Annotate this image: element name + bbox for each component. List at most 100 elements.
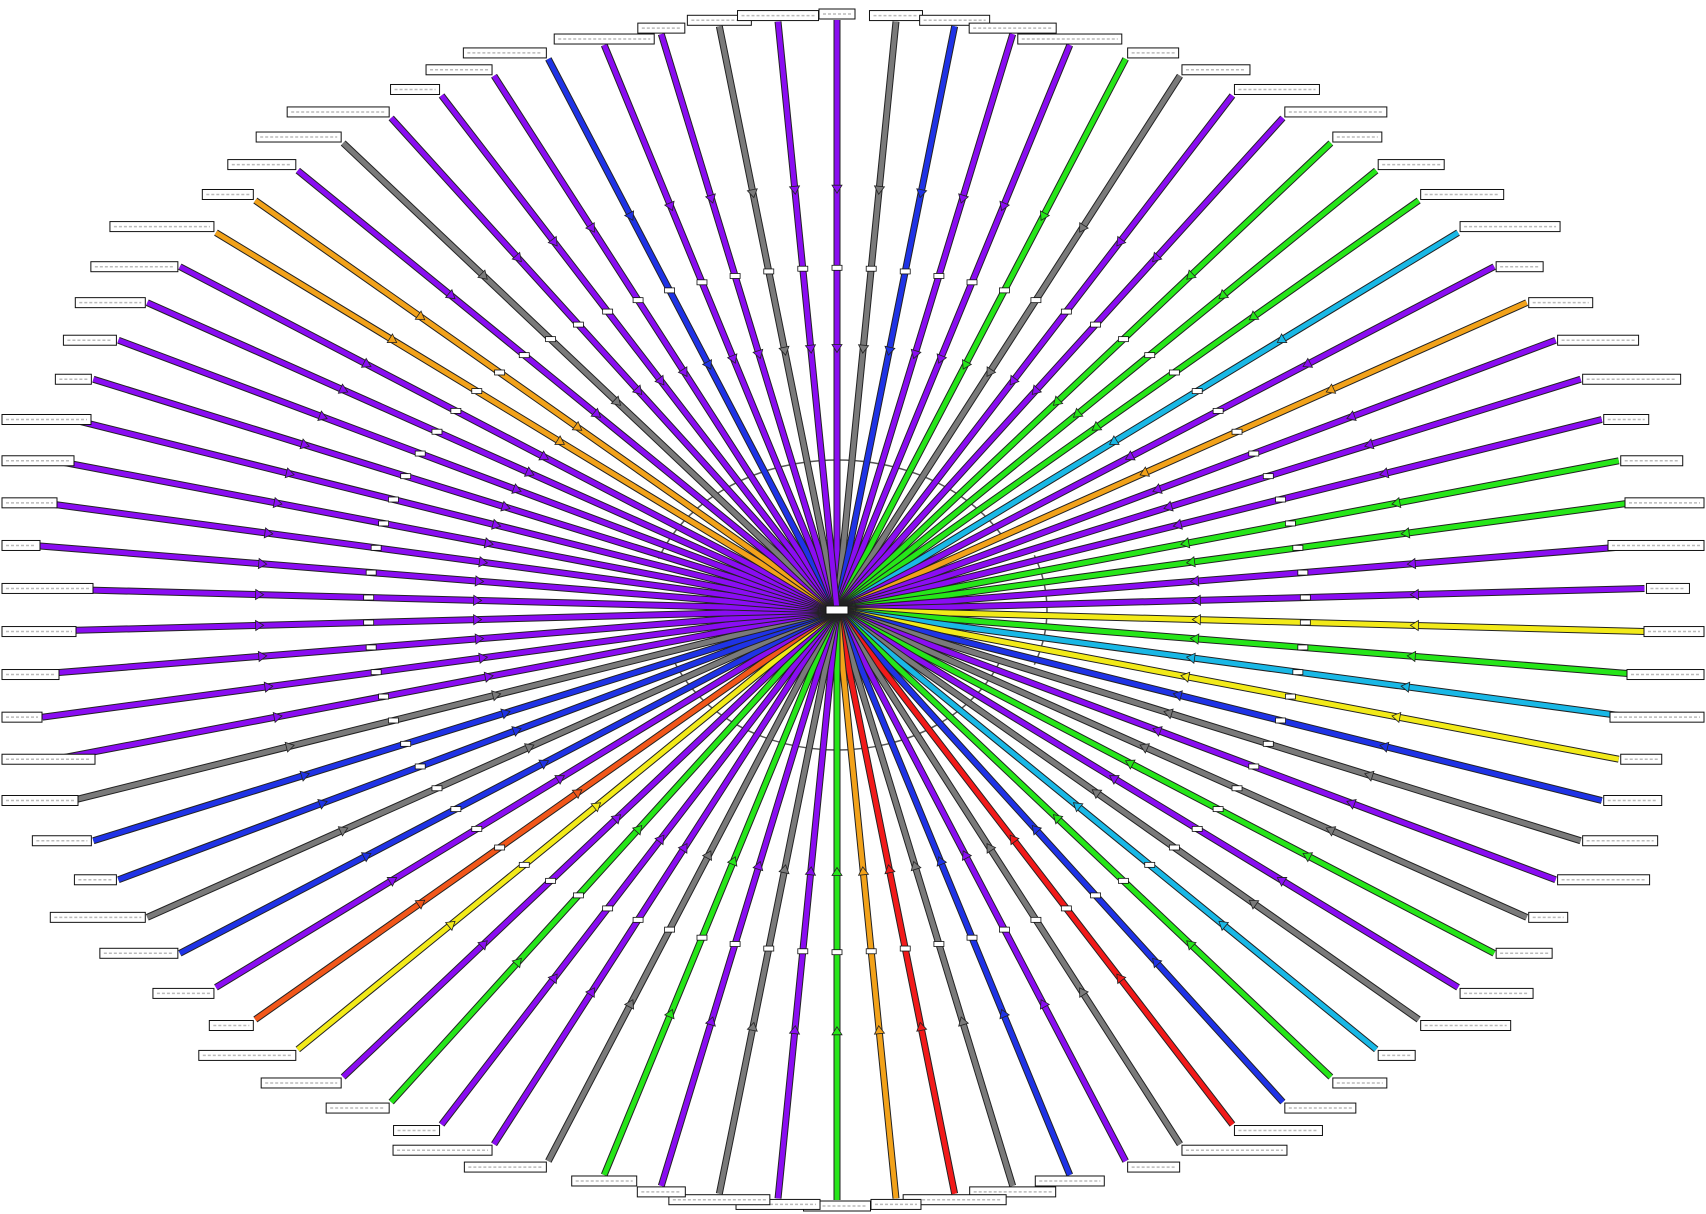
edge-weight-marker <box>400 473 412 480</box>
edge-weight-marker <box>494 844 506 851</box>
node-label-box <box>463 1161 547 1173</box>
edge-arrowhead <box>1400 681 1411 693</box>
edge-arrowhead <box>474 575 485 587</box>
edge-arrowhead <box>317 410 328 421</box>
edge-cyan <box>836 606 1633 721</box>
edge-arrowhead <box>263 681 274 693</box>
edge-weight-marker <box>363 594 375 601</box>
edge-arrowhead <box>1031 824 1043 836</box>
edge-arrowhead <box>1139 466 1151 477</box>
node-label-box <box>1620 753 1663 765</box>
edge-grey <box>340 140 840 613</box>
edge-arrowhead <box>831 1026 843 1036</box>
edge-weight-marker <box>966 279 978 286</box>
edge-arrowhead <box>1116 235 1127 247</box>
edge-arrowhead <box>1186 940 1197 951</box>
edge-grey <box>71 606 838 804</box>
edge-arrowhead <box>1009 374 1020 386</box>
edge-arrowhead <box>752 348 764 360</box>
node-label-box <box>1603 794 1663 806</box>
edge-red-orange <box>253 607 840 1023</box>
edge-arrowhead <box>473 594 483 607</box>
edge-green <box>835 606 1496 957</box>
edge-weight-marker <box>378 693 389 700</box>
edge-purple <box>836 584 1645 614</box>
edge-weight-marker <box>518 861 530 868</box>
node-label-box <box>1181 64 1251 76</box>
node-label-box <box>255 131 342 143</box>
edge-arrowhead <box>1379 467 1390 479</box>
edge-weight-marker <box>1262 473 1274 480</box>
edge-purple <box>834 115 1286 613</box>
edge-weight-marker <box>370 544 382 551</box>
edge-green <box>388 607 840 1105</box>
edge-purple <box>831 20 843 610</box>
inner-arc <box>1033 554 1048 666</box>
edge-grey <box>834 607 1421 1023</box>
edge-arrowhead <box>547 973 558 985</box>
edge-arrowhead <box>483 537 494 549</box>
edge-arrowhead <box>1163 708 1174 720</box>
edge-purple <box>657 608 841 1187</box>
edge-yellow <box>836 606 1620 763</box>
edge-arrowhead <box>1116 973 1127 985</box>
edge-arrowhead <box>654 374 665 386</box>
edge-purple <box>388 115 840 613</box>
node-label-box <box>1332 1077 1388 1089</box>
node-label-box <box>1 414 92 426</box>
node-labels-layer <box>1 8 1705 1212</box>
edge-arrowhead <box>255 588 265 601</box>
node-label-box <box>62 334 117 346</box>
edge-arrowhead <box>1186 269 1197 280</box>
edge-arrowhead <box>1172 690 1183 702</box>
edge-arrowhead <box>610 395 622 406</box>
edge-arrowhead <box>663 1008 675 1020</box>
edge-arrowhead <box>272 711 283 724</box>
edge-weight-marker <box>1060 905 1072 912</box>
edge-purple <box>214 607 839 991</box>
node-label-box <box>968 22 1057 34</box>
edge-weight-marker <box>414 763 426 770</box>
node-label-box <box>1284 106 1388 118</box>
node-label-box <box>260 1077 342 1089</box>
node-label-box <box>1624 497 1705 509</box>
edge-arrowhead <box>916 188 928 199</box>
node-label-box <box>390 83 441 95</box>
edge-arrowhead <box>958 1016 970 1027</box>
edge-arrowhead <box>590 407 602 418</box>
edge-weight-marker <box>471 825 483 832</box>
edge-arrowhead <box>257 557 268 570</box>
edge-arrowhead <box>778 864 790 875</box>
edge-blue <box>833 25 959 611</box>
edge-blue <box>545 57 841 612</box>
edge-weight-marker <box>1248 763 1260 770</box>
edge-grey <box>834 608 1183 1147</box>
edges-layer <box>29 20 1645 1200</box>
edge-arrowhead <box>746 188 758 199</box>
edge-arrowhead <box>916 1021 928 1032</box>
edge-red <box>833 609 959 1195</box>
edge-green <box>836 499 1633 614</box>
edge-arrowhead <box>478 652 489 664</box>
edge-arrowhead <box>1276 333 1288 343</box>
edge-green <box>834 197 1421 613</box>
edge-purple <box>600 43 841 612</box>
edge-cyan <box>835 229 1460 613</box>
edge-weight-marker <box>388 496 399 503</box>
edge-weight-marker <box>831 949 843 956</box>
edge-arrowhead <box>1072 802 1084 813</box>
node-label-box <box>1626 669 1705 681</box>
edge-arrowhead <box>1031 384 1043 396</box>
edge-weight-marker <box>899 268 911 275</box>
edge-arrowhead <box>663 200 675 212</box>
edge-purple <box>835 263 1496 614</box>
edge-weight-marker <box>899 945 911 952</box>
node-label-box <box>1 753 96 765</box>
edge-weight-marker <box>797 265 809 272</box>
edge-arrowhead <box>1180 537 1191 549</box>
edge-orange <box>833 609 900 1199</box>
edge-weight-marker <box>545 877 556 884</box>
node-label-box <box>1643 626 1705 638</box>
edge-arrowhead <box>1185 652 1196 664</box>
